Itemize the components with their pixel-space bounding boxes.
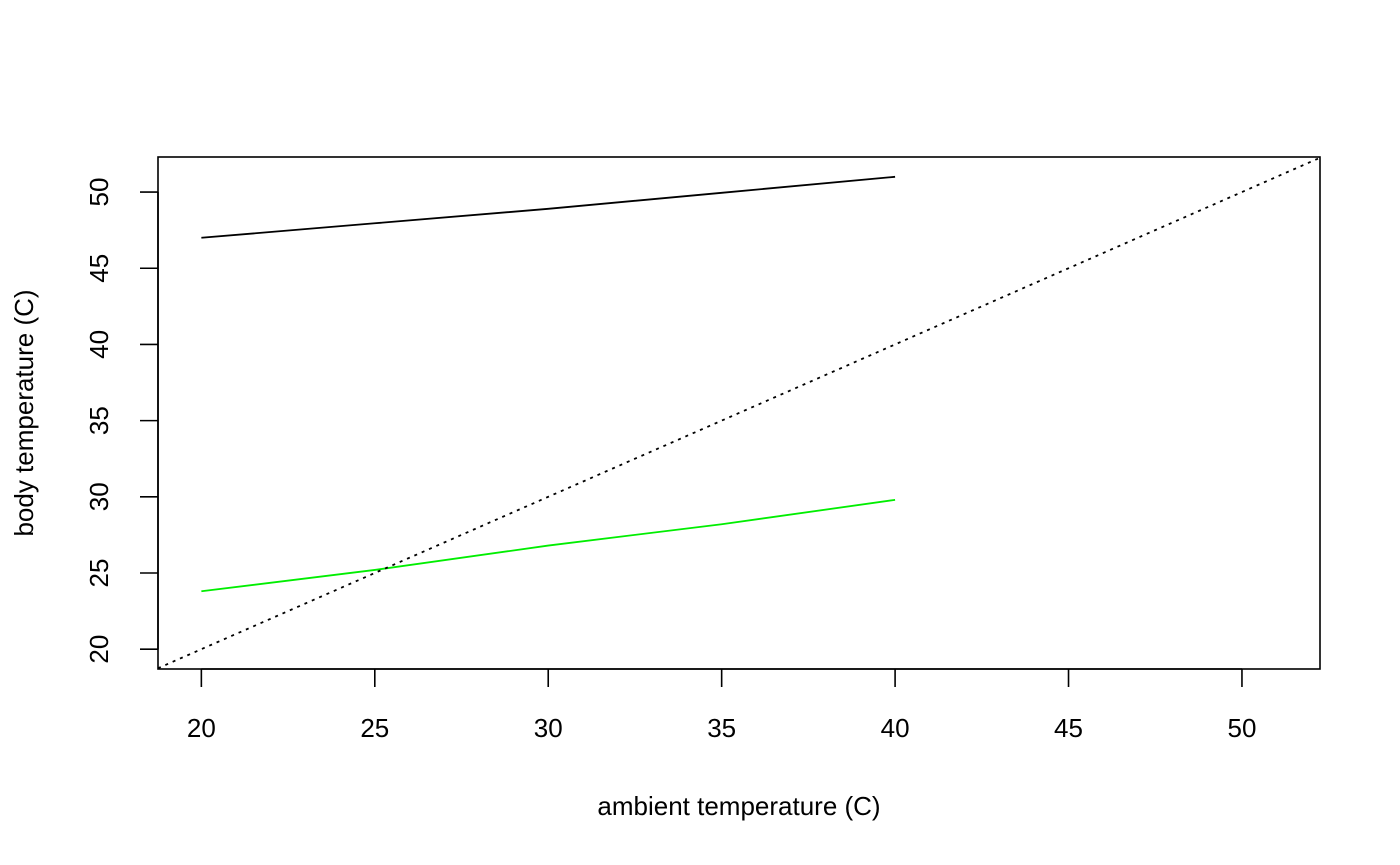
x-tick-label: 35	[707, 713, 736, 743]
y-tick-label: 45	[84, 254, 114, 283]
y-tick-label: 30	[84, 482, 114, 511]
y-tick-label: 20	[84, 635, 114, 664]
y-tick-label: 35	[84, 406, 114, 435]
x-axis-title: ambient temperature (C)	[597, 791, 880, 821]
series-line-3-identity	[157, 156, 1321, 670]
y-axis: 20 25 30 35 40 45 50	[84, 178, 159, 664]
x-axis: 20 25 30 35 40 45 50	[187, 668, 1256, 743]
y-tick-label: 40	[84, 330, 114, 359]
series-line-2	[201, 498, 896, 593]
y-tick-label: 50	[84, 178, 114, 207]
series-line-1	[201, 175, 896, 239]
x-tick-label: 45	[1054, 713, 1083, 743]
y-tick-label: 25	[84, 559, 114, 588]
x-tick-label: 25	[360, 713, 389, 743]
x-tick-label: 50	[1227, 713, 1256, 743]
x-tick-label: 20	[187, 713, 216, 743]
series-layer	[157, 156, 1321, 670]
x-tick-label: 40	[881, 713, 910, 743]
x-tick-label: 30	[534, 713, 563, 743]
y-axis-title: body temperature (C)	[9, 289, 39, 536]
